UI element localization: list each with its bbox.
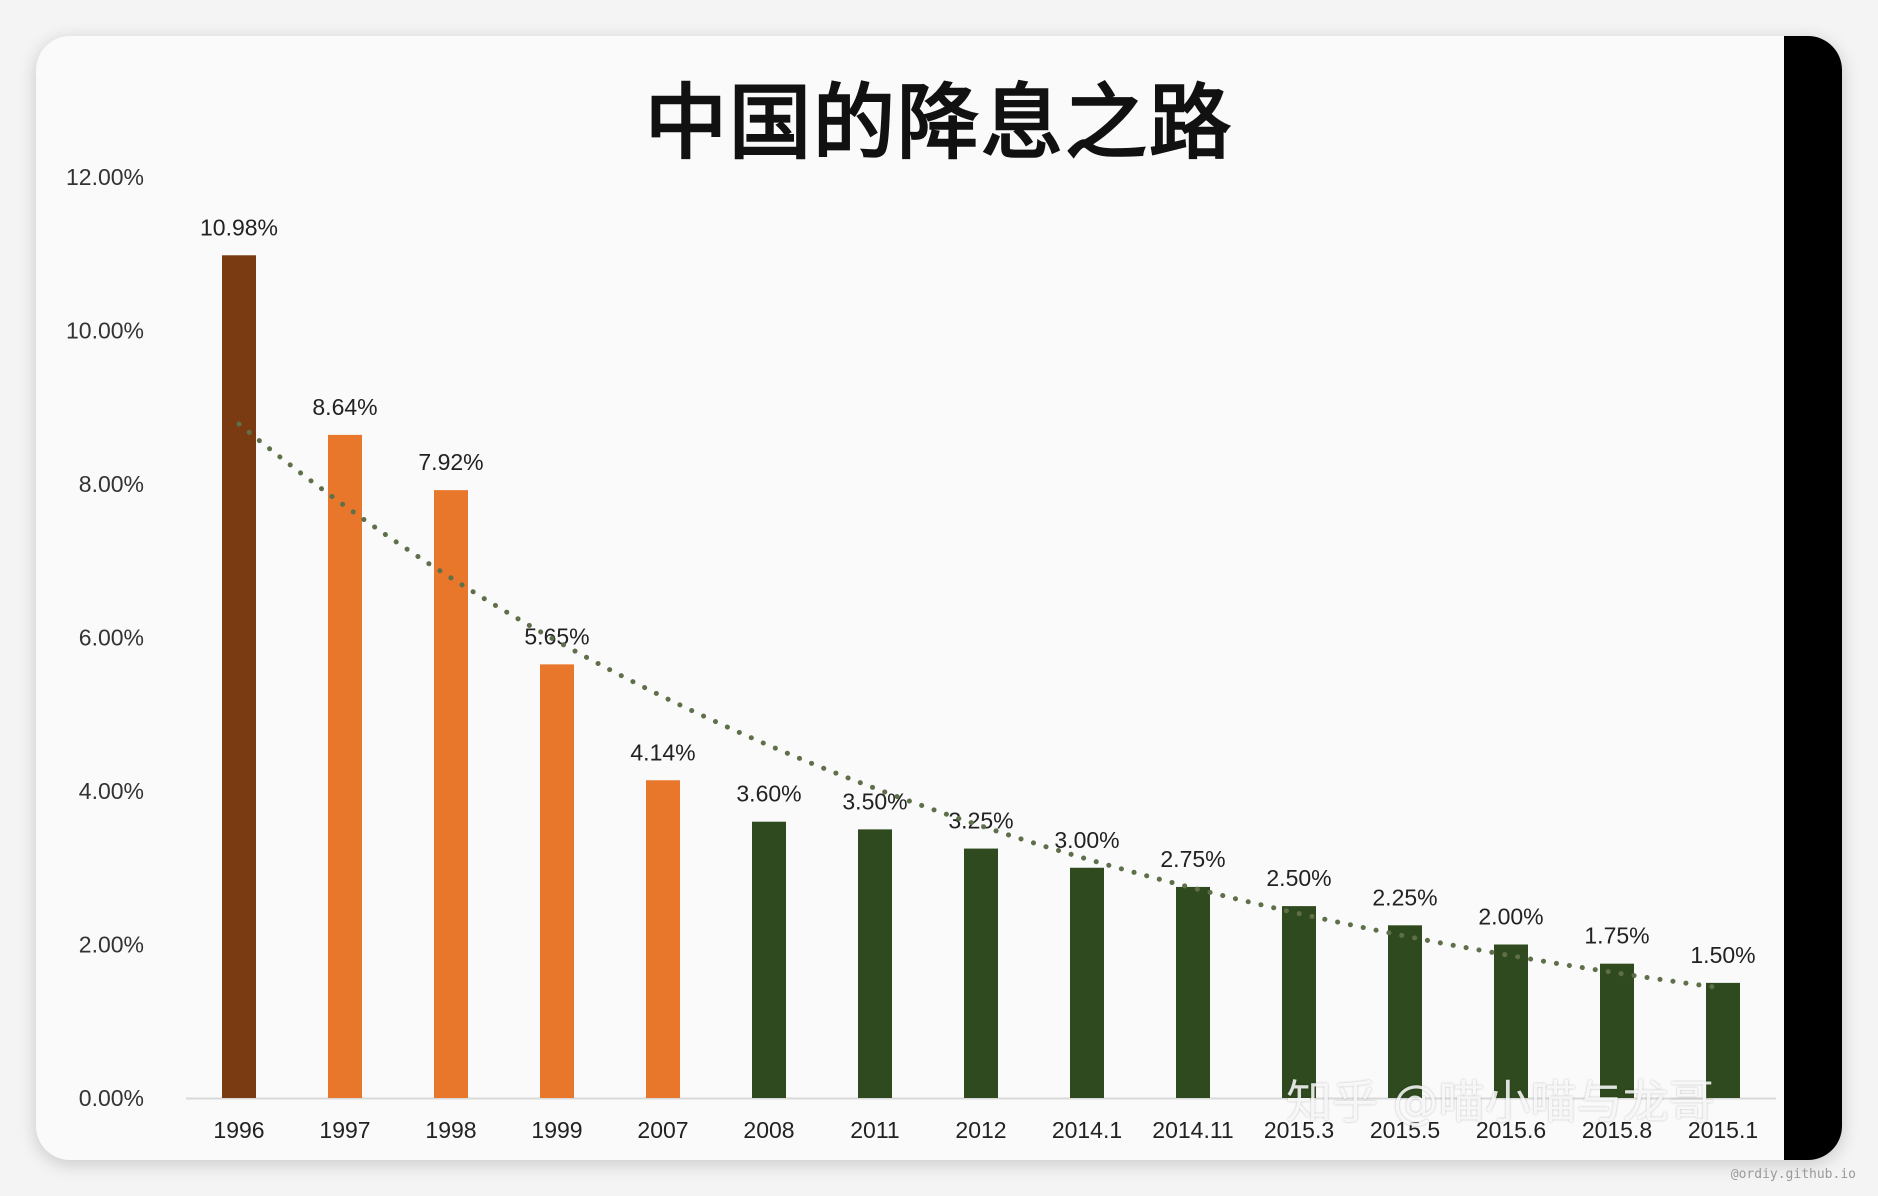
x-tick-label: 1998: [425, 1117, 476, 1143]
x-tick-label: 2011: [850, 1117, 899, 1143]
bar: [752, 821, 786, 1098]
bar: [1706, 982, 1740, 1098]
x-tick-label: 2014.11: [1152, 1117, 1233, 1143]
data-label: 10.98%: [200, 214, 278, 240]
right-edge-band: [1784, 36, 1842, 1160]
bar: [1282, 906, 1316, 1098]
data-label: 2.00%: [1478, 904, 1543, 930]
chart-title: 中国的降息之路: [644, 76, 1233, 171]
data-label: 3.50%: [842, 788, 907, 814]
bar: [1176, 886, 1210, 1098]
data-label: 4.14%: [630, 739, 695, 765]
y-tick-label: 8.00%: [79, 471, 144, 497]
x-tick-label: 1999: [531, 1117, 582, 1143]
x-tick-label: 2008: [743, 1117, 794, 1143]
bar: [540, 664, 574, 1098]
x-tick-label: 2015.3: [1264, 1117, 1334, 1143]
bar: [964, 848, 998, 1098]
y-tick-label: 0.00%: [79, 1085, 144, 1111]
data-label: 8.64%: [312, 394, 377, 420]
bar: [858, 829, 892, 1098]
bar: [1388, 925, 1422, 1098]
x-tick-label: 2015.5: [1370, 1117, 1440, 1143]
x-tick-label: 2014.1: [1052, 1117, 1122, 1143]
bar: [1070, 867, 1104, 1098]
bar: [222, 255, 256, 1098]
x-tick-label: 2007: [637, 1117, 688, 1143]
zhihu-watermark: 知乎 @喵小喵与龙哥: [1286, 1075, 1715, 1129]
x-tick-label: 1996: [213, 1117, 264, 1143]
x-tick-label: 2015.1: [1688, 1117, 1758, 1143]
y-tick-label: 12.00%: [66, 164, 144, 190]
bar: [1600, 963, 1634, 1098]
data-label: 7.92%: [418, 449, 483, 475]
x-tick-label: 1997: [319, 1117, 370, 1143]
data-label: 2.25%: [1372, 884, 1437, 910]
data-label: 1.50%: [1690, 942, 1755, 968]
y-tick-label: 6.00%: [79, 625, 144, 651]
y-tick-label: 10.00%: [66, 318, 144, 344]
y-tick-label: 2.00%: [79, 932, 144, 958]
bar: [1494, 944, 1528, 1098]
site-watermark: @ordiy.github.io: [1730, 1167, 1856, 1182]
x-tick-label: 2012: [955, 1117, 1006, 1143]
data-label: 2.50%: [1266, 865, 1331, 891]
data-label: 3.00%: [1054, 827, 1119, 853]
y-tick-label: 4.00%: [79, 778, 144, 804]
data-label: 2.75%: [1160, 846, 1225, 872]
data-label: 5.65%: [524, 623, 589, 649]
data-label: 3.60%: [736, 781, 801, 807]
x-tick-label: 2015.8: [1582, 1117, 1652, 1143]
trendline: [236, 421, 1726, 991]
data-label: 1.75%: [1584, 923, 1649, 949]
bar: [328, 434, 362, 1098]
bar: [646, 780, 680, 1098]
bar: [434, 490, 468, 1098]
chart-card: 中国的降息之路 0.00% 2.00% 4.00% 6.00% 8.00% 10.00% 1…: [36, 36, 1842, 1160]
bar-chart: 0.00% 2.00% 4.00% 6.00% 8.00% 10.00% 12.00% 10.…: [66, 164, 1776, 1143]
x-tick-label: 2015.6: [1476, 1117, 1546, 1143]
